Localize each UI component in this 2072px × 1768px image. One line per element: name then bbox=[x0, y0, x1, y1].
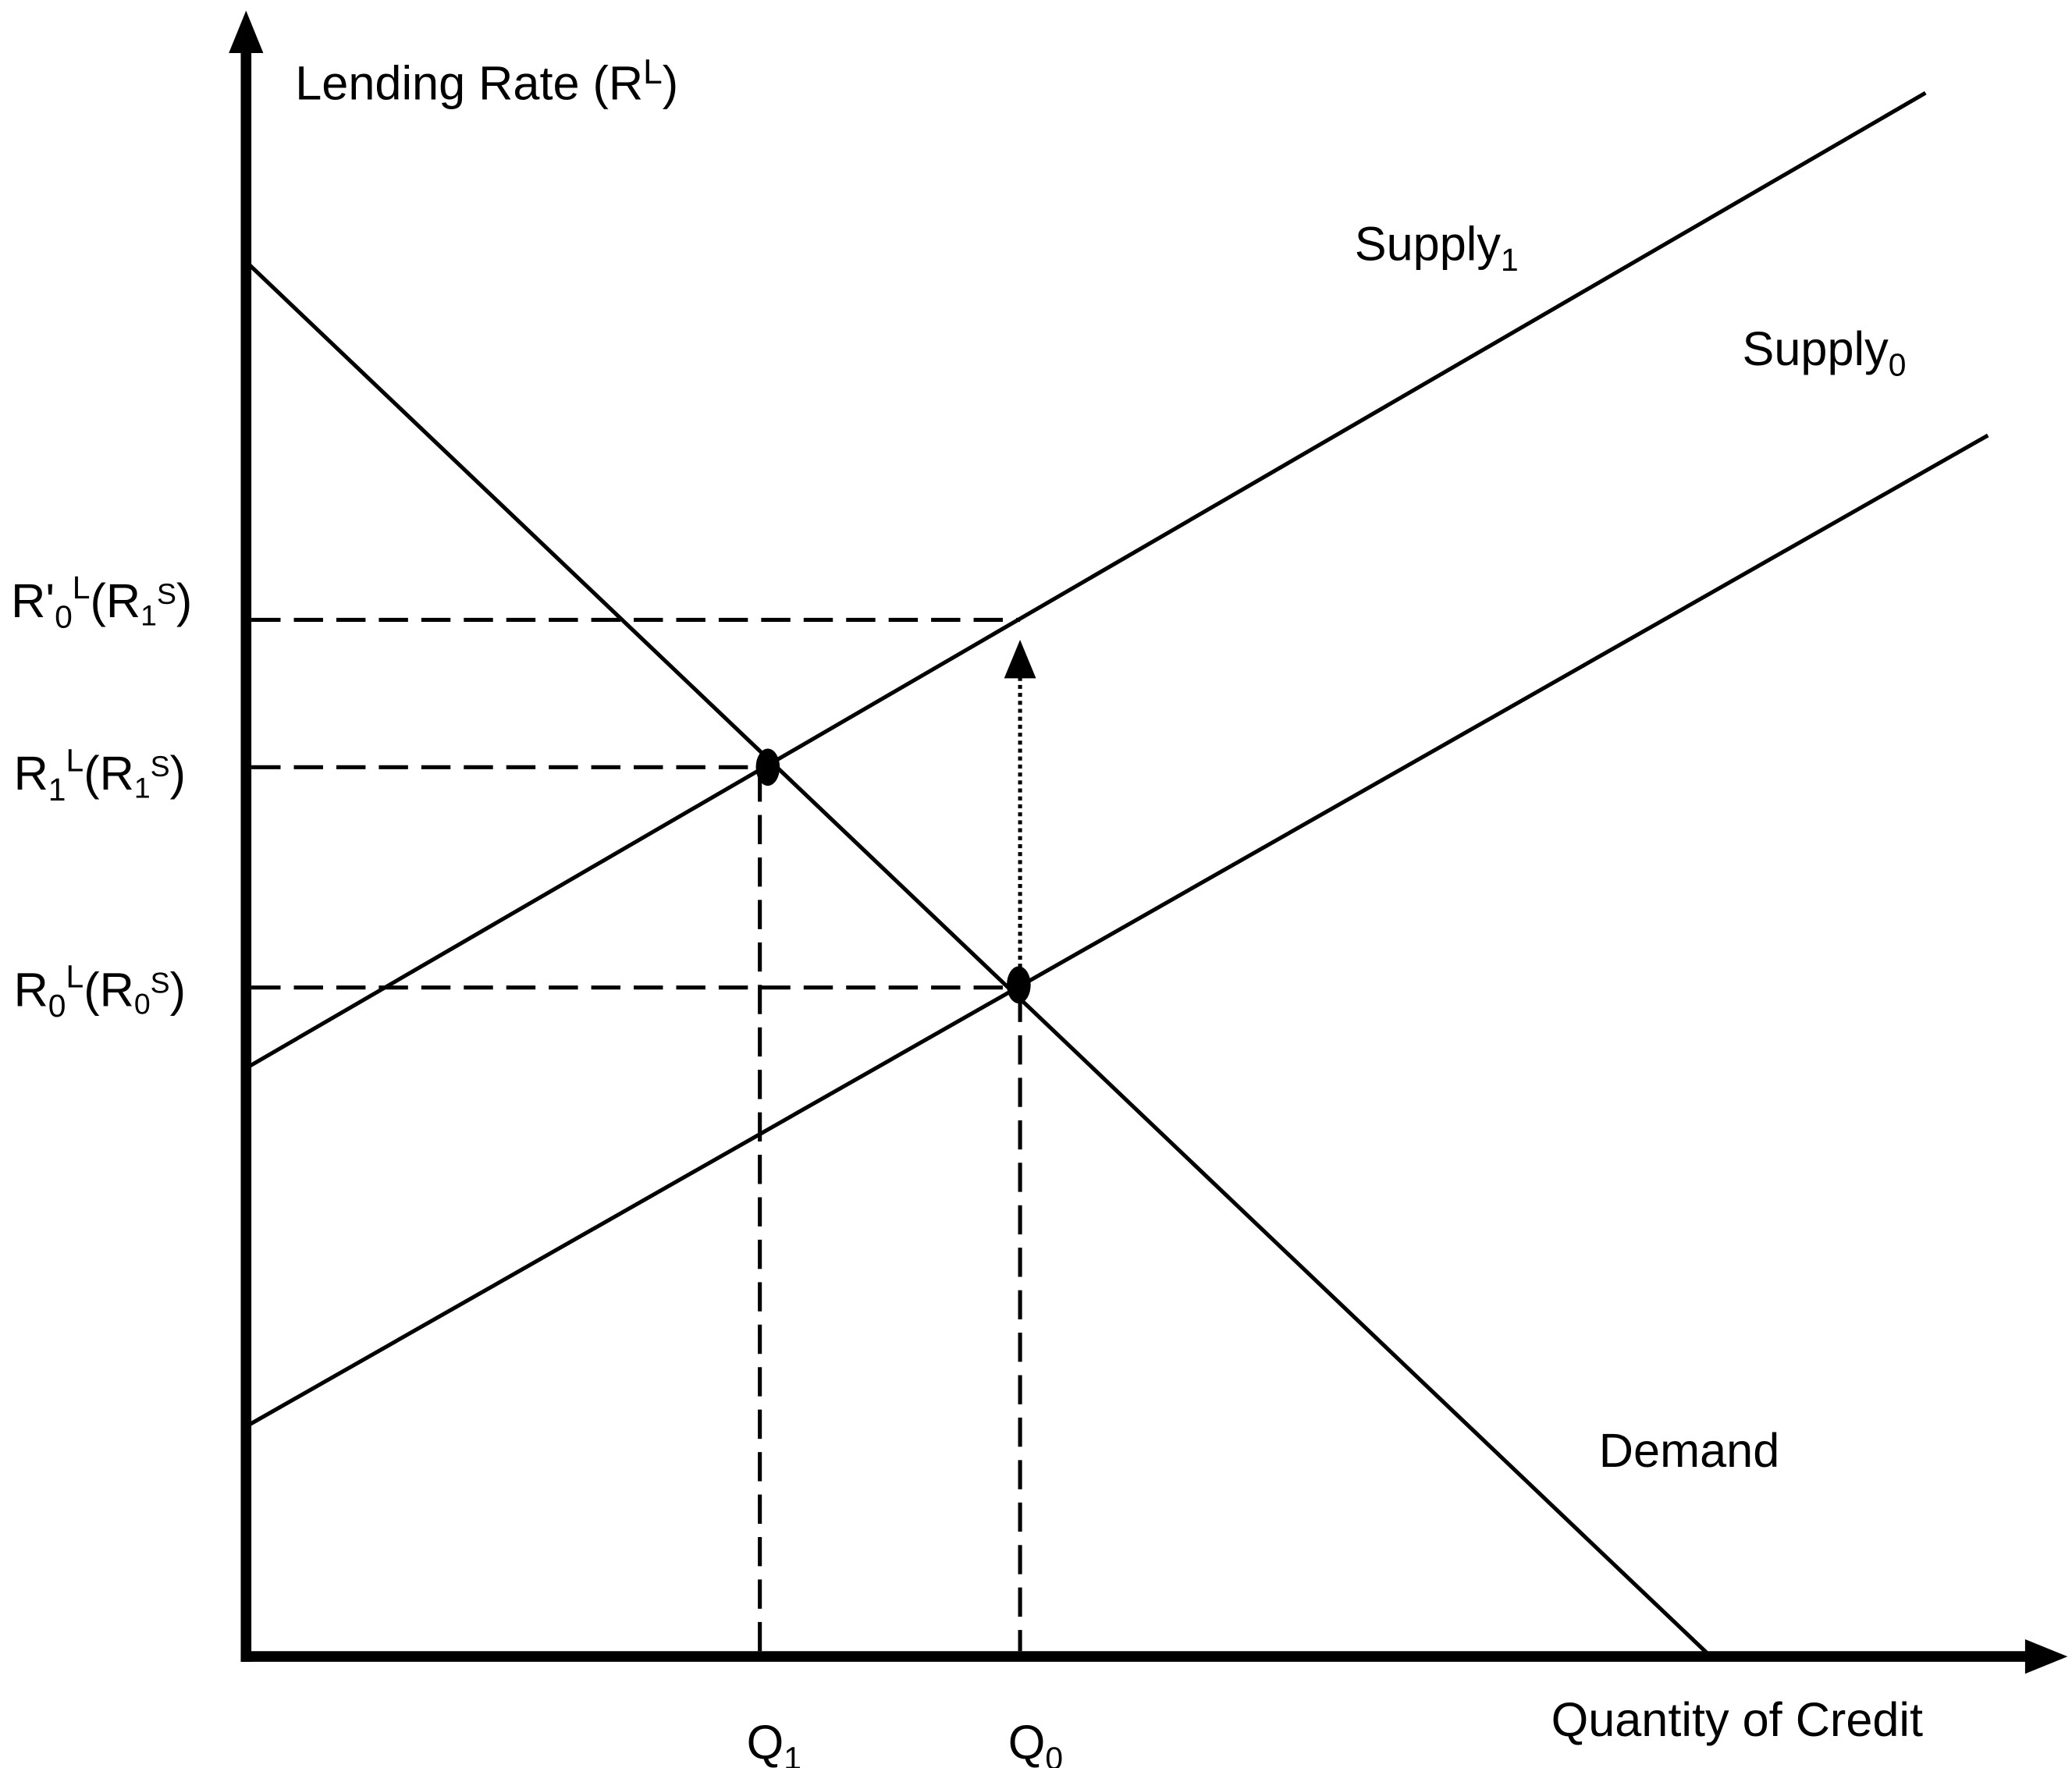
curve-label: Demand bbox=[1599, 1424, 1779, 1477]
rate-label: R0L(R0S) bbox=[14, 959, 186, 1024]
shift-arrow-head bbox=[1004, 639, 1036, 679]
equilibrium-point bbox=[755, 748, 780, 786]
text: ) bbox=[176, 574, 192, 627]
text: (R bbox=[91, 574, 141, 627]
text: 0 bbox=[1889, 346, 1907, 382]
text: ) bbox=[170, 964, 186, 1017]
text: 0 bbox=[55, 599, 73, 635]
supply1-curve bbox=[249, 91, 1927, 1068]
y-axis-arrow bbox=[229, 10, 264, 54]
rate-label: R1L(R1S) bbox=[14, 742, 186, 807]
quantity-label: Q0 bbox=[1008, 1716, 1063, 1768]
demand-curve bbox=[248, 264, 1708, 1654]
text: S bbox=[157, 577, 176, 610]
text: 1 bbox=[134, 771, 151, 804]
text: L bbox=[66, 959, 84, 995]
text: 1 bbox=[784, 1741, 801, 1768]
text: 0 bbox=[48, 988, 66, 1024]
text: L bbox=[66, 742, 84, 778]
text: S bbox=[151, 966, 170, 999]
text: R' bbox=[11, 574, 55, 627]
text: Q bbox=[747, 1716, 784, 1768]
text: (R bbox=[84, 747, 134, 800]
text: 0 bbox=[1045, 1741, 1063, 1768]
equilibrium-point bbox=[1007, 966, 1031, 1004]
text: 1 bbox=[140, 598, 157, 631]
text: R bbox=[14, 747, 48, 800]
y-axis-label: Lending Rate (RL) bbox=[295, 53, 678, 109]
text: Supply bbox=[1743, 322, 1889, 375]
curve-label: Supply0 bbox=[1743, 322, 1907, 383]
text: Q bbox=[1008, 1716, 1046, 1768]
text: Lending Rate (R bbox=[295, 57, 643, 110]
text: ) bbox=[170, 747, 186, 800]
x-axis-arrow bbox=[2024, 1638, 2068, 1674]
text: Supply bbox=[1355, 217, 1502, 270]
text: 1 bbox=[1501, 242, 1519, 278]
text: L bbox=[73, 570, 91, 605]
text: S bbox=[151, 750, 170, 783]
text: ) bbox=[663, 57, 678, 110]
text: L bbox=[643, 53, 663, 91]
text: R bbox=[14, 964, 48, 1017]
text: 1 bbox=[48, 772, 66, 808]
supply0-curve bbox=[249, 433, 1989, 1426]
quantity-label: Q1 bbox=[747, 1716, 801, 1768]
rate-label: R'0L(R1S) bbox=[11, 570, 192, 634]
text: 0 bbox=[134, 988, 151, 1021]
curve-label: Supply1 bbox=[1355, 217, 1519, 278]
x-axis-label: Quantity of Credit bbox=[1551, 1693, 1923, 1746]
text: (R bbox=[84, 964, 134, 1017]
